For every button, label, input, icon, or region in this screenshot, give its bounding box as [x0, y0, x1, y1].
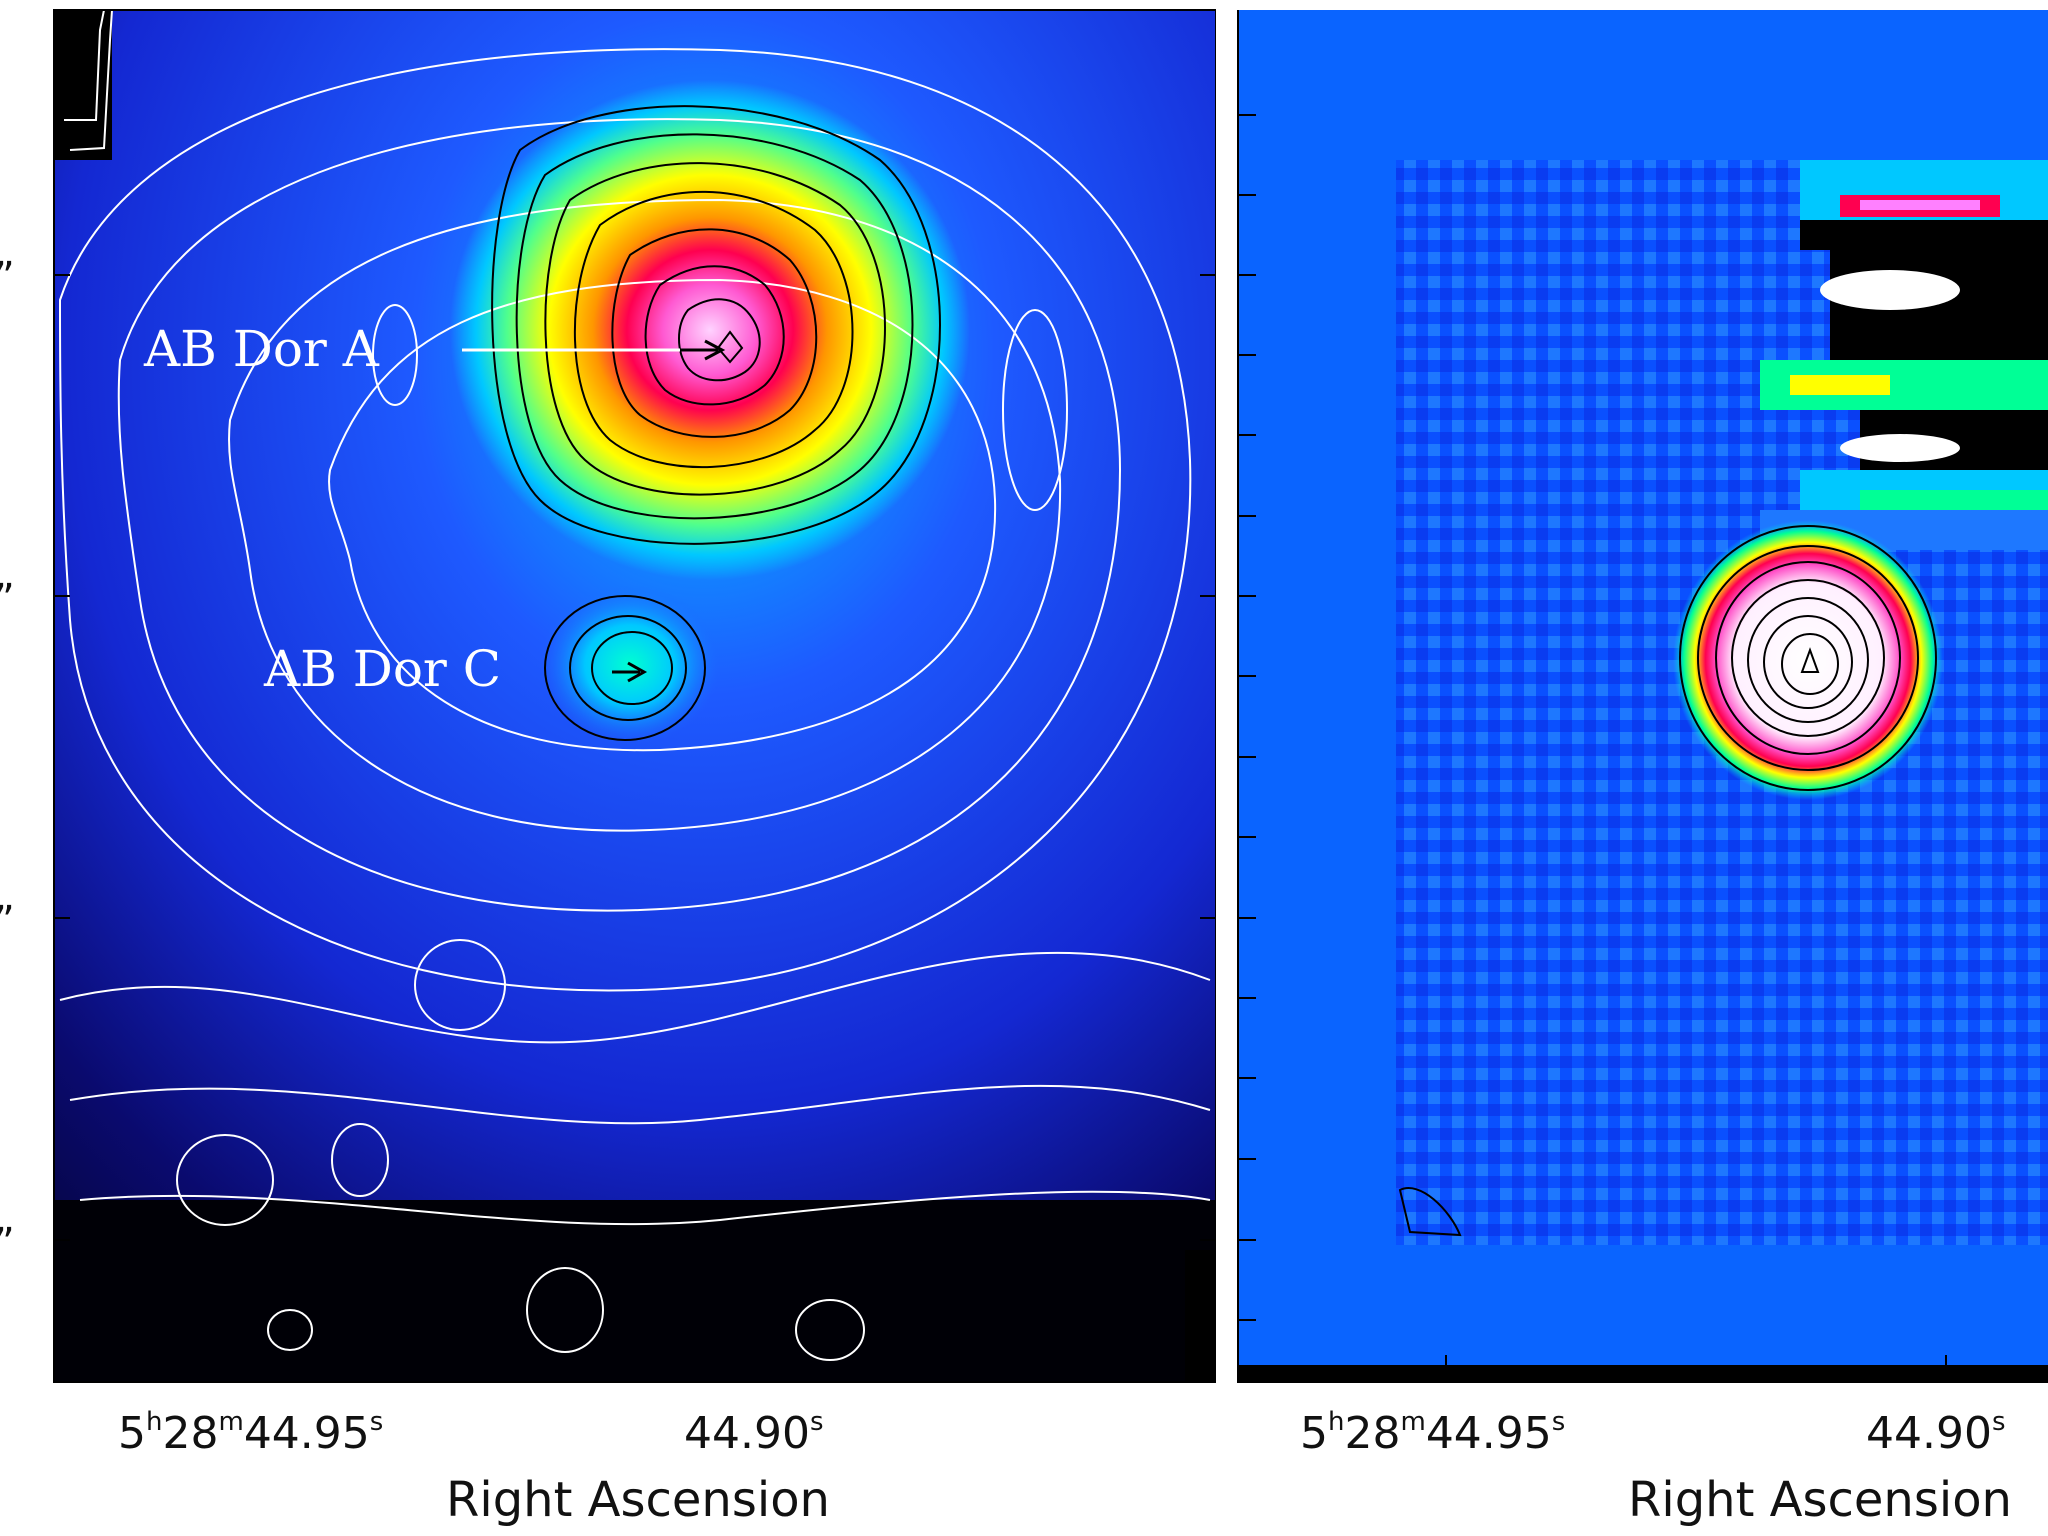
left-panel: AB Dor A AB Dor C 5h28m44.95s 44.90s Rig…: [0, 9, 1217, 1528]
svg-text:5h28m44.95s: 5h28m44.95s: [118, 1407, 383, 1459]
left-y-ticks-partial: ” ” ” ”: [0, 254, 15, 1266]
svg-text:”: ”: [0, 1220, 15, 1266]
right-artifact-band: [1760, 160, 2048, 550]
panel-separator: [1216, 0, 1238, 1536]
svg-text:”: ”: [0, 576, 15, 622]
ab-dor-a-label: AB Dor A: [143, 320, 380, 378]
left-x-tick-2: 44.90s: [684, 1407, 824, 1459]
left-x-tick-1: 5h28m44.95s: [118, 1407, 383, 1459]
right-panel: 5h28m44.95s 44.90s Right Ascension: [1237, 10, 2048, 1528]
left-x-axis-title: Right Ascension: [446, 1472, 830, 1528]
svg-text:”: ”: [0, 254, 15, 300]
left-black-contours: [491, 105, 941, 741]
right-source-emission: [1673, 520, 1943, 800]
svg-text:”: ”: [0, 898, 15, 944]
svg-text:44.90s: 44.90s: [1866, 1407, 2006, 1459]
ab-dor-a-arrowhead: [704, 339, 726, 361]
ab-dor-c-label: AB Dor C: [263, 640, 501, 698]
left-white-contours: [58, 10, 1211, 1361]
ab-dor-a-emission: [450, 80, 970, 580]
right-bottom-bar: [1238, 1365, 2048, 1383]
right-frame-ticks: [1237, 10, 1947, 1383]
svg-text:44.90s: 44.90s: [684, 1407, 824, 1459]
right-x-axis-title: Right Ascension: [1628, 1472, 2012, 1528]
right-black-contours: [1398, 525, 1937, 1237]
right-x-tick-1: 5h28m44.95s: [1300, 1407, 1565, 1459]
right-x-tick-2: 44.90s: [1866, 1407, 2006, 1459]
svg-text:5h28m44.95s: 5h28m44.95s: [1300, 1407, 1565, 1459]
label-ab-dor-c: AB Dor C: [263, 640, 648, 698]
ab-dor-c-arrowhead: [627, 661, 648, 683]
label-ab-dor-a: AB Dor A: [143, 320, 726, 378]
